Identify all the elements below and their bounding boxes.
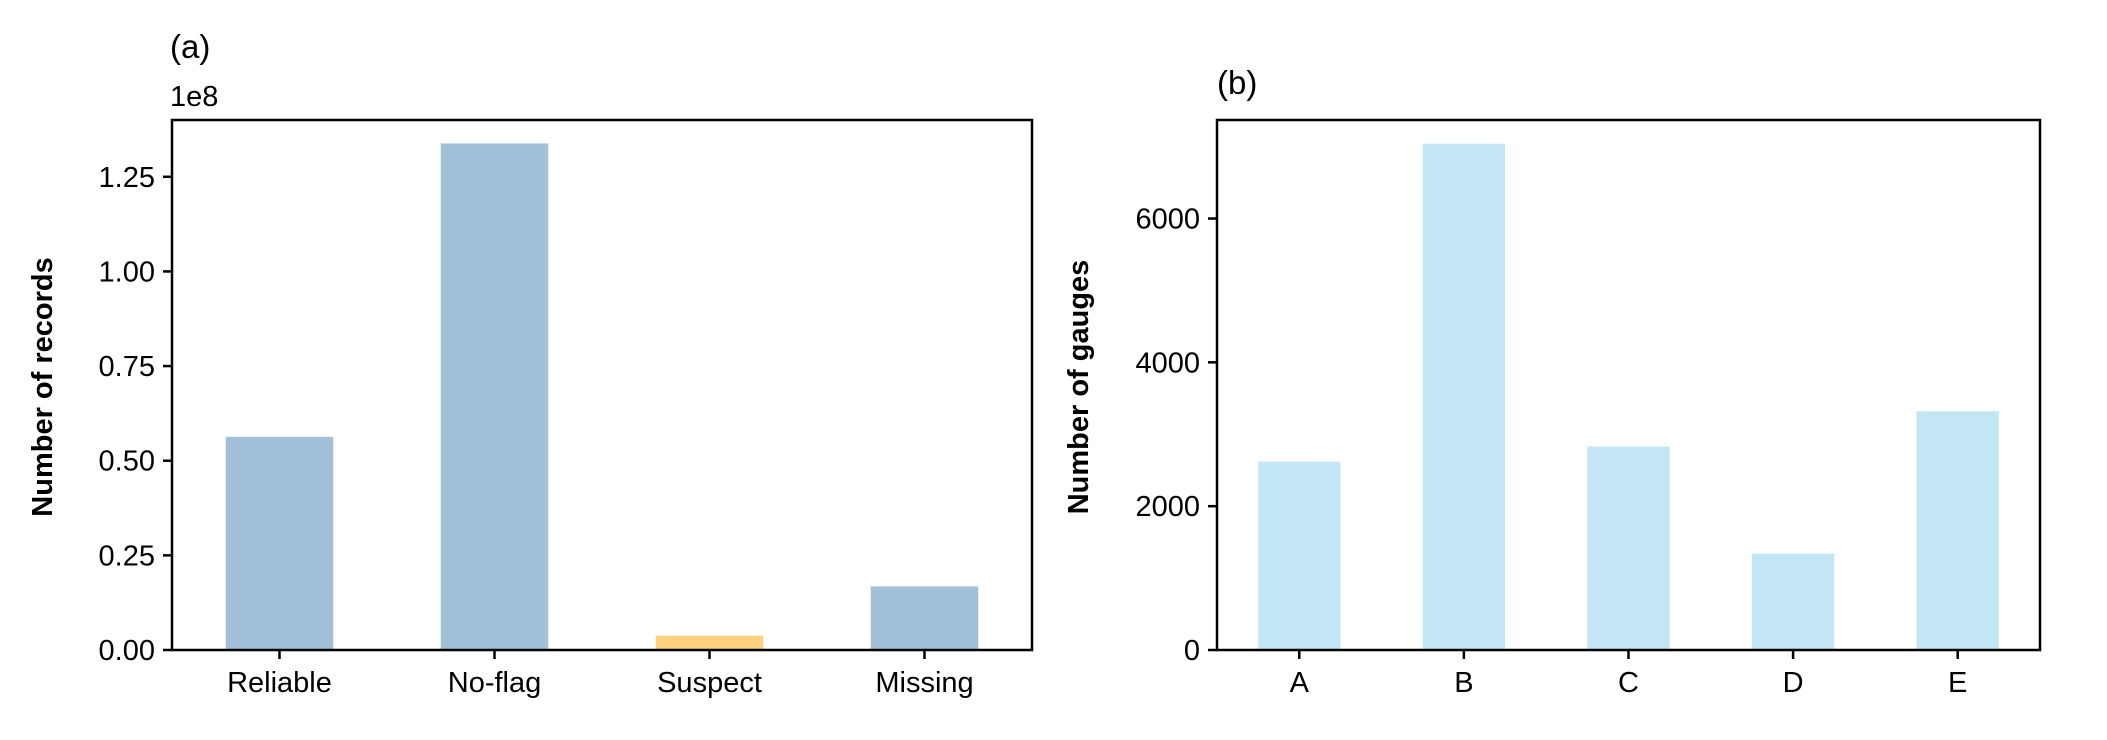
panel-b-x-tick-label: C [1618, 667, 1639, 699]
panel-b-y-tick-label: 2000 [1135, 491, 1200, 523]
panel-b-bar-c [1587, 446, 1670, 650]
panel-a-bar-suspect [655, 635, 764, 650]
panel-b-x-tick-label: A [1290, 667, 1310, 699]
panel-b-y-tick-label: 0 [1184, 635, 1200, 667]
panel-b-x-ticks: A B C D E [1290, 650, 1967, 699]
panel-a-y-tick-label: 0.25 [99, 540, 155, 572]
panel-a-y-tick-label: 0.50 [99, 446, 155, 478]
panel-a-bars [225, 143, 979, 650]
panel-a-bar-reliable [225, 436, 334, 650]
panel-a-x-tick-label: Reliable [227, 667, 332, 699]
panel-a-label: (a) [170, 28, 210, 65]
panel-b-label: (b) [1217, 64, 1257, 101]
panel-a-x-tick-label: Missing [875, 667, 973, 699]
panel-a-bar-chart: (a) 1e8 Number of records 0.000.250.500.… [27, 28, 1034, 699]
panel-b-y-axis-label: Number of gauges [1063, 260, 1095, 515]
panel-b-bar-chart: (b) Number of gauges 0 2000 4000 6000 A B C D E [1063, 64, 2042, 699]
panel-a-x-tick-label: No-flag [448, 667, 542, 699]
panel-b-y-tick-label: 6000 [1135, 204, 1200, 236]
panel-b-y-tick-label: 4000 [1135, 347, 1200, 379]
panel-a-y-tick-label: 1.25 [99, 162, 155, 194]
panel-a-x-tick-label: Suspect [657, 667, 762, 699]
panel-b-bar-a [1258, 461, 1341, 650]
panel-b-x-tick-label: D [1783, 667, 1804, 699]
panel-a-y-tick-label: 0.75 [99, 351, 155, 383]
panel-b-y-ticks: 0 2000 4000 6000 [1135, 204, 1217, 667]
panel-a-bar-no-flag [440, 143, 549, 650]
panel-a-plot-frame [170, 118, 1034, 652]
panel-a-offset-text: 1e8 [170, 81, 218, 113]
panel-b-bar-b [1422, 143, 1506, 651]
panel-a-y-ticks: 0.00 0.25 0.50 0.75 1.00 1.25 [99, 162, 172, 667]
panel-b-x-tick-label: E [1948, 667, 1967, 699]
panel-b-bar-d [1751, 553, 1835, 650]
panel-b-bars [1258, 143, 1999, 651]
panel-b-x-tick-label: B [1454, 667, 1473, 699]
panel-a-x-ticks: Reliable No-flag Suspect Missing [227, 650, 974, 699]
panel-b-plot-frame [1215, 118, 2042, 652]
panel-a-y-axis-label: Number of records [27, 257, 59, 516]
panel-a-bar-missing [870, 586, 979, 650]
panel-a-y-tick-label: 0.00 [99, 635, 155, 667]
panel-b-bar-e [1916, 411, 1999, 650]
panel-a-y-tick-label: 1.00 [99, 256, 155, 288]
